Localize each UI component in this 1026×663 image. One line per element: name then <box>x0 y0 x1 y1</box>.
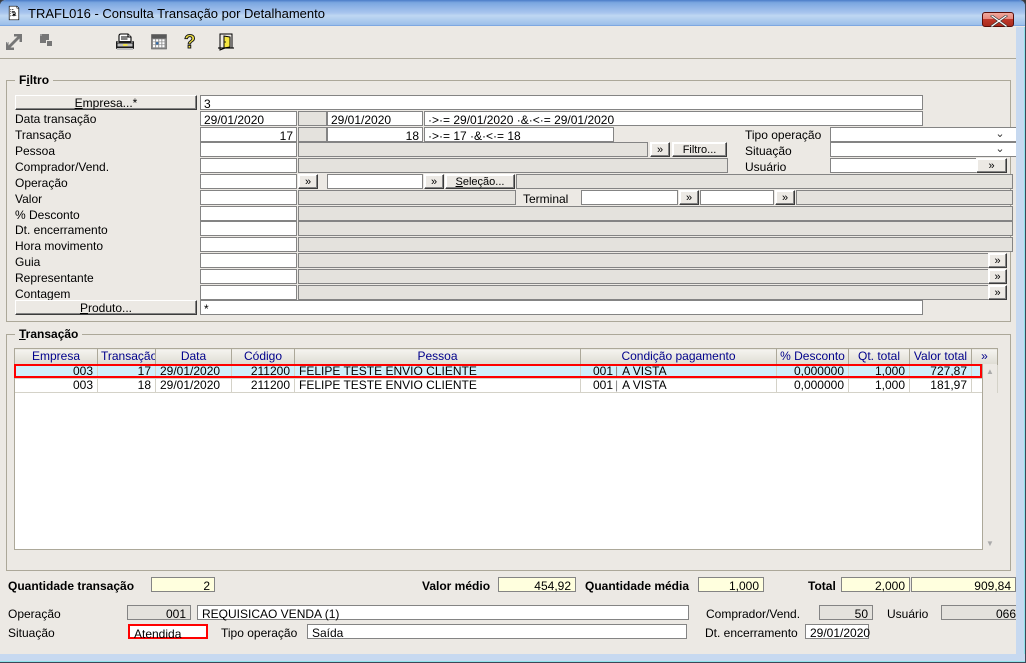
svg-text:?: ? <box>184 32 196 52</box>
